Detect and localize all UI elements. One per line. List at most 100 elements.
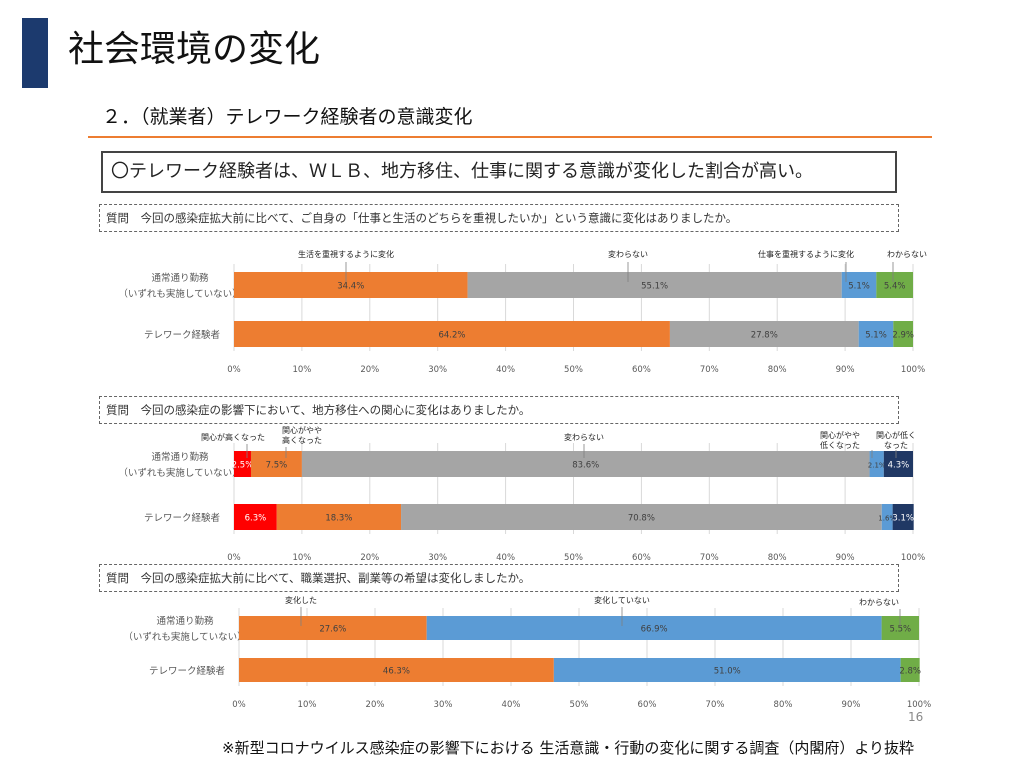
x-tick-label: 0% bbox=[227, 553, 241, 563]
bar-segment bbox=[876, 272, 913, 298]
data-label: 51.0% bbox=[714, 667, 741, 677]
bar-segment bbox=[234, 504, 277, 530]
bar-segment bbox=[301, 451, 870, 477]
x-tick-label: 60% bbox=[632, 553, 651, 563]
series-callout: 関心がやや bbox=[282, 425, 322, 435]
x-tick-label: 100% bbox=[901, 365, 925, 375]
bar-segment bbox=[426, 616, 882, 640]
data-label: 27.6% bbox=[319, 625, 346, 635]
x-tick-label: 30% bbox=[434, 700, 453, 710]
data-label: 5.1% bbox=[865, 331, 887, 341]
x-tick-label: 80% bbox=[768, 553, 787, 563]
category-label: テレワーク経験者 bbox=[144, 329, 220, 341]
x-tick-label: 20% bbox=[360, 553, 379, 563]
data-label: 3.1% bbox=[892, 514, 914, 524]
data-label: 6.3% bbox=[245, 514, 267, 524]
x-tick-label: 30% bbox=[428, 365, 447, 375]
data-label: 2.1% bbox=[868, 462, 886, 470]
x-tick-label: 40% bbox=[502, 700, 521, 710]
x-tick-label: 10% bbox=[292, 365, 311, 375]
data-label: 18.3% bbox=[325, 514, 352, 524]
series-callout: 低くなった bbox=[820, 440, 860, 450]
bar-segment bbox=[900, 658, 920, 682]
data-label: 5.1% bbox=[848, 282, 870, 292]
category-label: 通常通り勤務 bbox=[151, 451, 209, 463]
x-tick-label: 100% bbox=[907, 700, 931, 710]
bar-segment bbox=[234, 272, 468, 298]
series-callout: 高くなった bbox=[282, 435, 322, 445]
series-callout: 変化していない bbox=[594, 595, 650, 605]
series-callout: 変わらない bbox=[608, 249, 648, 259]
x-tick-label: 80% bbox=[768, 365, 787, 375]
series-callout: 関心が低く bbox=[876, 430, 916, 440]
bar-segment bbox=[892, 504, 914, 530]
series-callout: 仕事を重視するように変化 bbox=[758, 249, 854, 259]
x-tick-label: 50% bbox=[564, 365, 583, 375]
source-footnote: ※新型コロナウイルス感染症の影響下における 生活意識・行動の変化に関する調査（内… bbox=[222, 739, 915, 757]
bar-segment bbox=[669, 321, 859, 347]
data-label: 55.1% bbox=[641, 282, 668, 292]
bar-segment bbox=[893, 321, 913, 347]
data-label: 64.2% bbox=[438, 331, 465, 341]
question-box-1: 質問 今回の感染症拡大前に比べて、ご自身の「仕事と生活のどちらを重視したいか」と… bbox=[99, 204, 899, 232]
page-number: 16 bbox=[908, 710, 924, 724]
x-tick-label: 90% bbox=[836, 365, 855, 375]
question-box-2: 質問 今回の感染症の影響下において、地方移住への関心に変化はありましたか。 bbox=[99, 396, 899, 424]
x-tick-label: 0% bbox=[227, 365, 241, 375]
x-tick-label: 10% bbox=[292, 553, 311, 563]
bar-segment bbox=[553, 658, 901, 682]
series-callout: 変わらない bbox=[564, 432, 604, 442]
bar-segment bbox=[234, 321, 670, 347]
bar-segment bbox=[401, 504, 882, 530]
category-label: （いずれも実施していない） bbox=[118, 467, 241, 479]
bar-segment bbox=[239, 616, 427, 640]
bar-segment bbox=[858, 321, 894, 347]
bar-segment bbox=[276, 504, 402, 530]
x-tick-label: 10% bbox=[298, 700, 317, 710]
bar-segment bbox=[841, 272, 877, 298]
title-rule bbox=[88, 136, 932, 138]
series-callout: 生活を重視するように変化 bbox=[298, 249, 394, 259]
x-tick-label: 50% bbox=[564, 553, 583, 563]
data-label: 7.5% bbox=[266, 461, 288, 471]
x-tick-label: 40% bbox=[496, 553, 515, 563]
x-tick-label: 20% bbox=[360, 365, 379, 375]
x-tick-label: 90% bbox=[836, 553, 855, 563]
x-tick-label: 30% bbox=[428, 553, 447, 563]
category-label: （いずれも実施していない） bbox=[118, 288, 241, 300]
series-callout: わからない bbox=[887, 250, 927, 259]
summary-box: 〇テレワーク経験者は、ＷＬＢ、地方移住、仕事に関する意識が変化した割合が高い。 bbox=[101, 151, 897, 193]
x-tick-label: 60% bbox=[638, 700, 657, 710]
data-label: 2.5% bbox=[232, 461, 254, 471]
x-tick-label: 0% bbox=[232, 700, 246, 710]
x-tick-label: 60% bbox=[632, 365, 651, 375]
data-label: 2.9% bbox=[892, 331, 914, 341]
series-callout: 変化した bbox=[285, 595, 317, 605]
data-label: 1.6% bbox=[878, 515, 896, 523]
x-tick-label: 50% bbox=[570, 700, 589, 710]
data-label: 5.5% bbox=[889, 625, 911, 635]
category-label: 通常通り勤務 bbox=[156, 615, 214, 627]
data-label: 4.3% bbox=[888, 461, 910, 471]
category-label: （いずれも実施していない） bbox=[123, 631, 246, 643]
category-label: 通常通り勤務 bbox=[151, 272, 209, 284]
x-tick-label: 20% bbox=[366, 700, 385, 710]
category-label: テレワーク経験者 bbox=[144, 512, 220, 524]
category-label: テレワーク経験者 bbox=[149, 665, 225, 677]
section-subtitle: ２．（就業者）テレワーク経験者の意識変化 bbox=[102, 106, 473, 128]
series-callout: 関心が高くなった bbox=[201, 432, 265, 442]
bar-segment bbox=[467, 272, 842, 298]
series-callout: 関心がやや bbox=[820, 430, 860, 440]
data-label: 70.8% bbox=[628, 514, 655, 524]
bar-segment bbox=[869, 451, 884, 477]
data-label: 34.4% bbox=[337, 282, 364, 292]
data-label: 66.9% bbox=[641, 625, 668, 635]
x-tick-label: 70% bbox=[700, 553, 719, 563]
page-title: 社会環境の変化 bbox=[68, 29, 321, 70]
x-tick-label: 80% bbox=[774, 700, 793, 710]
data-label: 5.4% bbox=[884, 282, 906, 292]
bar-segment bbox=[250, 451, 302, 477]
series-callout: わからない bbox=[859, 598, 899, 607]
x-tick-label: 70% bbox=[700, 365, 719, 375]
